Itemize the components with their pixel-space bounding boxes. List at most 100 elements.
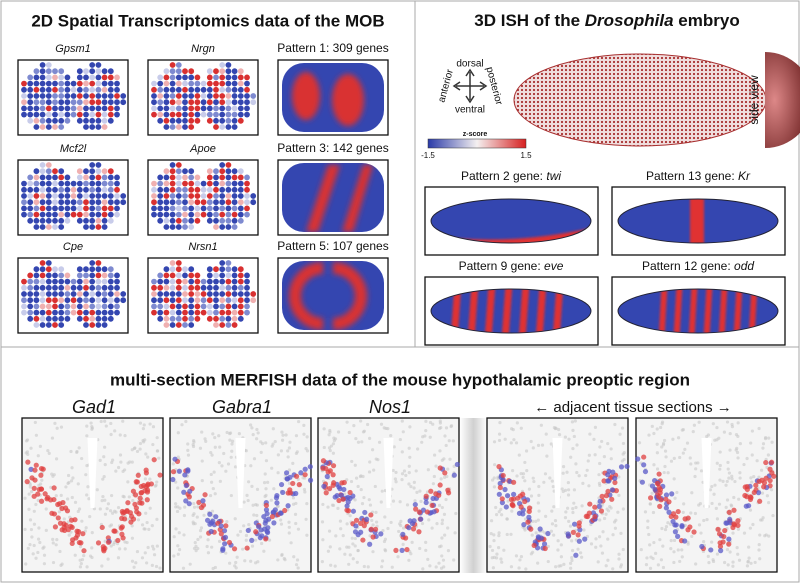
spot xyxy=(188,217,195,224)
spot xyxy=(219,117,226,124)
cell xyxy=(672,477,676,481)
cell xyxy=(399,524,403,528)
cell xyxy=(549,529,554,533)
cell xyxy=(103,498,107,502)
cell xyxy=(574,505,578,510)
cell xyxy=(648,543,652,547)
cell xyxy=(725,479,729,484)
cell xyxy=(435,522,439,526)
cell xyxy=(123,547,127,551)
spot xyxy=(157,315,164,322)
spot xyxy=(52,124,58,130)
cell xyxy=(410,540,414,544)
spot xyxy=(76,111,83,118)
cell-expr xyxy=(64,508,71,514)
cell xyxy=(415,490,419,495)
cell xyxy=(706,554,710,558)
spot xyxy=(89,211,96,218)
cell xyxy=(427,518,431,522)
spot xyxy=(70,180,77,187)
cell-expr xyxy=(290,480,296,487)
cell xyxy=(85,493,89,497)
cell-expr xyxy=(663,505,669,511)
cell xyxy=(206,538,210,542)
cell xyxy=(454,511,458,516)
spot xyxy=(206,168,213,175)
cell xyxy=(150,524,154,528)
section-gap xyxy=(460,418,487,573)
cell xyxy=(658,538,662,542)
cell xyxy=(405,503,410,507)
cell xyxy=(362,564,366,569)
cell xyxy=(736,456,740,460)
cell xyxy=(322,445,326,450)
spot xyxy=(83,186,89,193)
cell xyxy=(250,484,254,488)
spot xyxy=(206,186,213,193)
spot xyxy=(101,74,108,81)
cell xyxy=(73,553,77,557)
spot xyxy=(219,217,226,224)
spot xyxy=(21,111,27,118)
cell-expr xyxy=(420,507,427,513)
spot xyxy=(200,303,207,310)
cell xyxy=(332,439,336,443)
cell xyxy=(428,420,433,425)
spot xyxy=(188,291,195,297)
cell xyxy=(681,451,685,455)
cell-expr xyxy=(345,494,351,500)
spot xyxy=(250,99,257,106)
cell xyxy=(569,455,573,459)
cell xyxy=(90,546,94,550)
cell xyxy=(524,449,529,453)
cell xyxy=(193,541,197,545)
spot xyxy=(83,74,89,81)
spot xyxy=(237,315,244,322)
spot xyxy=(58,303,65,310)
cell-expr xyxy=(528,526,534,532)
cell xyxy=(444,443,448,448)
cell xyxy=(389,520,393,525)
cell-expr xyxy=(69,524,75,530)
spot xyxy=(244,105,250,112)
cell xyxy=(350,459,354,464)
side-view-label: side view xyxy=(747,75,761,125)
spot xyxy=(169,68,176,75)
spot xyxy=(206,68,213,75)
spot xyxy=(27,303,34,310)
cell xyxy=(566,493,571,497)
spot xyxy=(39,291,46,297)
cell xyxy=(449,424,454,428)
cell xyxy=(669,546,673,551)
cell-expr xyxy=(509,502,516,508)
cell-expr xyxy=(504,493,511,499)
cell-expr xyxy=(125,500,131,506)
cell xyxy=(757,548,761,552)
spot xyxy=(64,303,71,310)
spot xyxy=(52,111,58,118)
cell-expr xyxy=(500,472,506,479)
cell-expr xyxy=(612,479,618,486)
cell xyxy=(570,539,574,543)
cell-expr xyxy=(38,498,45,504)
spot xyxy=(206,211,213,218)
spot xyxy=(157,284,164,291)
cell xyxy=(172,554,176,558)
spot xyxy=(95,266,102,273)
spot xyxy=(95,99,102,106)
cell-expr xyxy=(274,500,280,506)
spot xyxy=(52,105,58,112)
cell xyxy=(419,499,423,503)
spot xyxy=(219,186,226,193)
spot xyxy=(244,278,250,285)
cell xyxy=(523,479,527,483)
cell xyxy=(192,512,196,516)
cell xyxy=(362,495,366,500)
cell xyxy=(497,438,502,443)
spot xyxy=(83,86,89,93)
cell xyxy=(514,441,519,445)
cell xyxy=(391,468,395,473)
cell-expr xyxy=(28,466,34,472)
label-part: eve xyxy=(544,259,564,273)
